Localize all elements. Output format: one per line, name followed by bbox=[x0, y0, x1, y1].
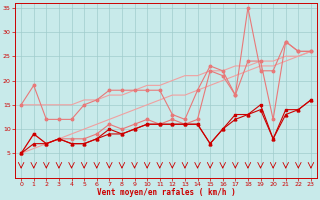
X-axis label: Vent moyen/en rafales ( km/h ): Vent moyen/en rafales ( km/h ) bbox=[97, 188, 236, 197]
